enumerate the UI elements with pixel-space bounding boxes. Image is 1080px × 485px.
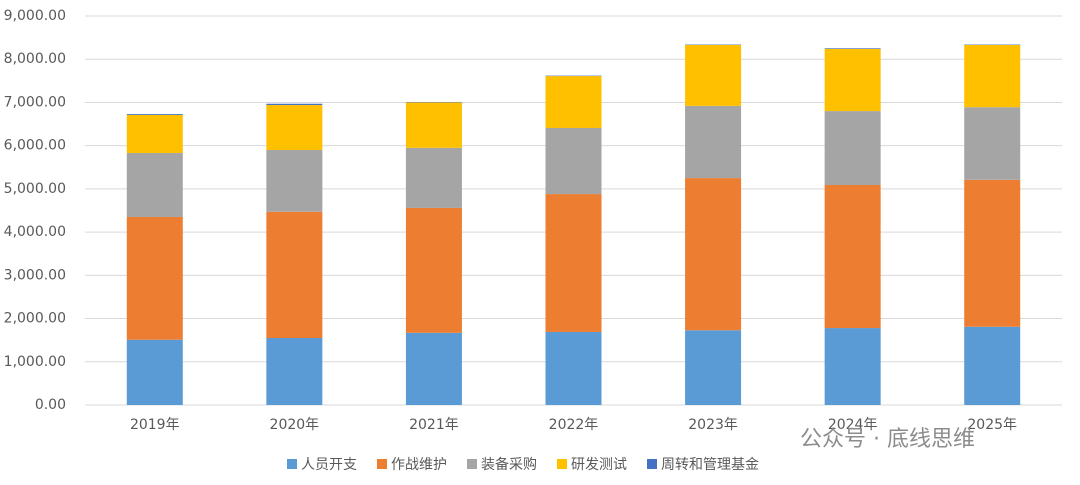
bar-segment xyxy=(964,44,1021,108)
bar-segment xyxy=(685,105,742,179)
bar-segment xyxy=(266,149,323,212)
bar-segment xyxy=(824,328,881,405)
bar-segment xyxy=(405,207,462,333)
bar-segment xyxy=(545,76,602,128)
bar-segment xyxy=(685,330,742,405)
bar-segment xyxy=(405,147,462,208)
bar-segment xyxy=(545,194,602,332)
bar-segment xyxy=(824,48,881,112)
bar-segment xyxy=(266,105,323,150)
legend-swatch xyxy=(287,459,297,469)
legend-label: 研发测试 xyxy=(571,457,627,473)
bar-segment xyxy=(824,48,881,49)
x-tick-label: 2020年 xyxy=(270,417,320,433)
bar-segment xyxy=(824,184,881,329)
x-tick-label: 2025年 xyxy=(967,417,1017,433)
x-tick-label: 2022年 xyxy=(549,417,599,433)
legend-label: 作战维护 xyxy=(391,457,447,473)
legend-swatch xyxy=(377,459,387,469)
x-tick-label: 2019年 xyxy=(130,417,180,433)
y-tick-label: 6,000.00 xyxy=(4,138,66,154)
bar-segment xyxy=(824,111,881,185)
y-tick-label: 2,000.00 xyxy=(4,311,66,327)
bar-segment xyxy=(126,216,183,340)
legend-swatch xyxy=(557,459,567,469)
y-tick-label: 3,000.00 xyxy=(4,267,66,283)
bar-segment xyxy=(964,179,1021,327)
x-tick-label: 2021年 xyxy=(409,417,459,433)
y-tick-label: 8,000.00 xyxy=(4,51,66,67)
bar-segment xyxy=(266,103,323,106)
bar-segment xyxy=(405,332,462,405)
y-tick-label: 9,000.00 xyxy=(4,8,66,24)
bar-segment xyxy=(405,102,462,148)
bar-segment xyxy=(126,339,183,405)
legend-label: 装备采购 xyxy=(481,456,537,473)
bar-segment xyxy=(964,326,1021,405)
legend-swatch xyxy=(647,459,657,469)
watermark: 公众号 · 底线思维 xyxy=(800,427,975,452)
y-tick-label: 5,000.00 xyxy=(4,181,66,197)
bar-segment xyxy=(685,44,742,106)
bar-segment xyxy=(964,107,1021,180)
legend-label: 周转和管理基金 xyxy=(661,456,759,473)
x-tick-label: 2023年 xyxy=(688,417,738,433)
y-tick-label: 4,000.00 xyxy=(4,224,66,240)
bar-segment xyxy=(545,127,602,195)
bar-segment xyxy=(126,153,183,217)
legend-label: 人员开支 xyxy=(301,457,357,473)
bar-segment xyxy=(126,114,183,115)
legend-swatch xyxy=(467,459,477,469)
y-tick-label: 0.00 xyxy=(35,397,66,413)
x-tick-label: 2024年 xyxy=(828,417,878,433)
bar-segment xyxy=(545,331,602,405)
bar-segment xyxy=(266,211,323,339)
bar-segment xyxy=(266,338,323,405)
y-tick-label: 7,000.00 xyxy=(4,94,66,110)
y-tick-label: 1,000.00 xyxy=(4,354,66,370)
bar-segment xyxy=(126,114,183,154)
bar-segment xyxy=(685,178,742,331)
